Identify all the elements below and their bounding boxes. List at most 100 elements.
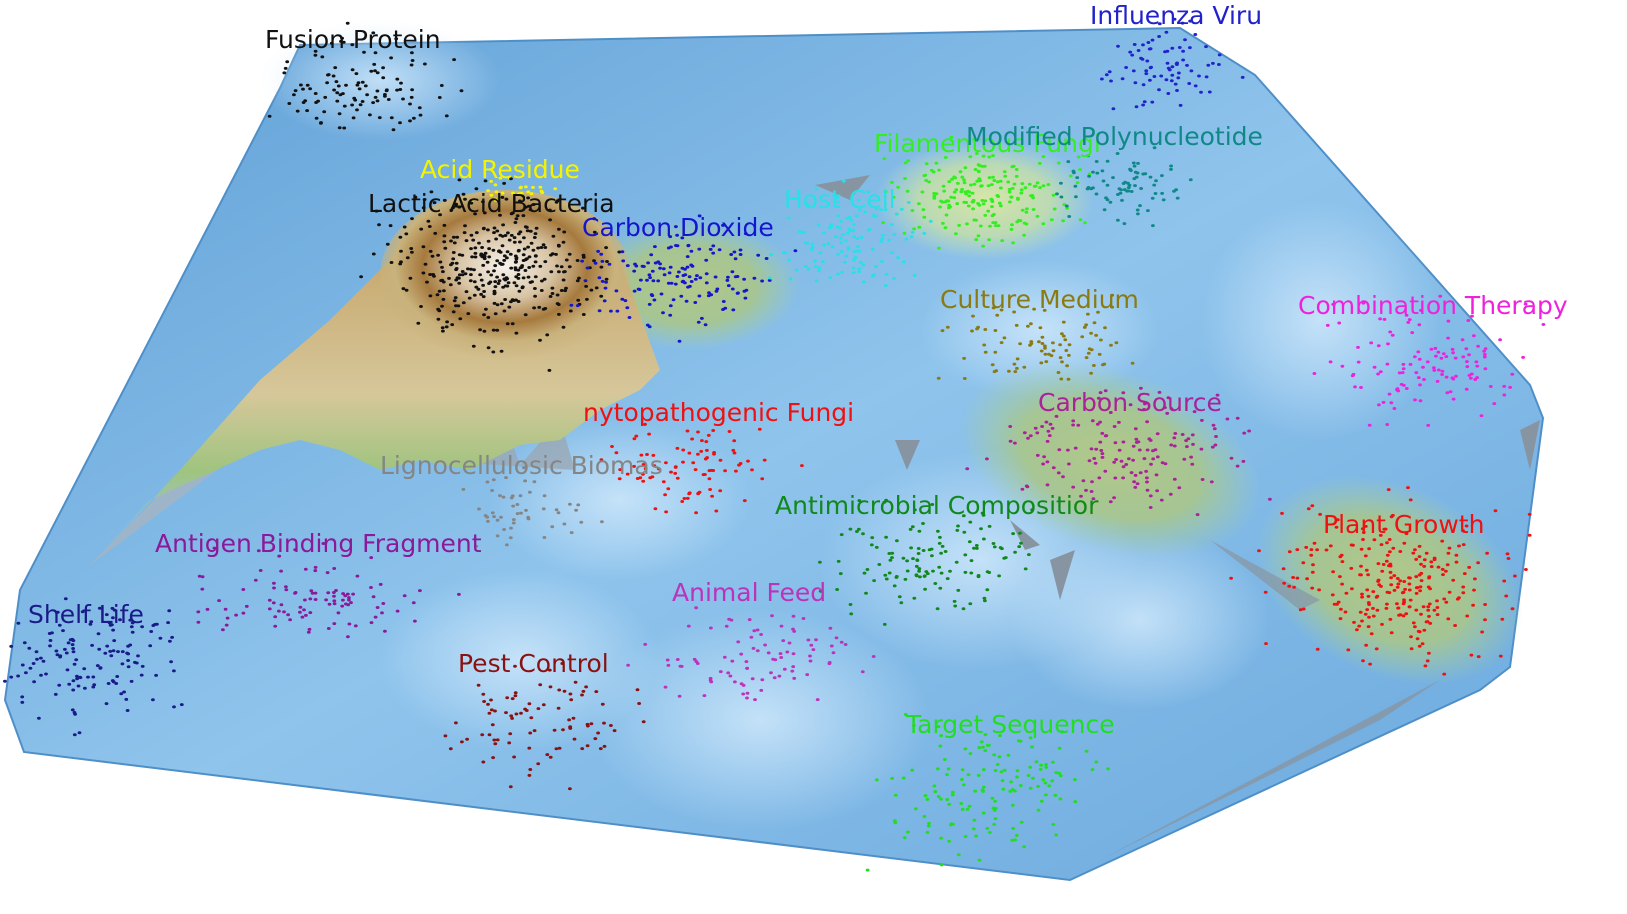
point-carbon-dioxide [583,279,588,283]
point-carbon-source [1142,408,1146,411]
point-antimicrobial-composition [916,552,921,555]
point-lactic-acid-bacteria [433,231,438,235]
point-target-sequence [936,795,941,799]
point-fusion-protein [351,116,356,120]
point-target-sequence [1000,779,1005,783]
point-shelf-life [41,659,46,663]
point-host-cell [899,207,904,211]
point-filamentous-fungi [966,204,971,208]
point-combination-therapy [1400,371,1405,375]
point-pest-control [490,723,495,727]
point-filamentous-fungi [1027,182,1032,186]
point-carbon-dioxide [627,316,632,319]
point-phytopathogenic-fungi [656,467,661,471]
point-antimicrobial-composition [956,524,960,528]
point-plant-growth [1513,574,1517,578]
point-culture-medium [1043,352,1048,356]
point-shelf-life [39,656,43,660]
point-lactic-acid-bacteria [564,258,569,262]
point-modified-polynucleotide [1126,189,1131,193]
point-filamentous-fungi [1009,227,1014,231]
point-culture-medium [1067,343,1072,347]
point-lactic-acid-bacteria [455,235,460,239]
point-carbon-dioxide [730,287,735,291]
point-shelf-life [67,682,72,686]
point-filamentous-fungi [1087,172,1092,176]
point-filamentous-fungi [910,209,915,212]
point-modified-polynucleotide [1135,171,1140,175]
point-carbon-source [1121,391,1126,395]
point-plant-growth [1440,539,1445,543]
point-filamentous-fungi [992,179,997,182]
point-lignocellulosic-biomass [501,495,506,499]
point-plant-growth [1527,512,1532,516]
point-lactic-acid-bacteria [428,294,433,298]
point-influenza-viru [1188,19,1192,23]
point-carbon-dioxide [689,249,694,253]
point-filamentous-fungi [1056,161,1061,165]
point-combination-therapy [1508,385,1512,389]
point-antimicrobial-composition [911,557,915,561]
point-phytopathogenic-fungi [711,429,716,432]
point-lactic-acid-bacteria [401,287,406,291]
point-shelf-life [9,644,14,648]
point-antimicrobial-composition [848,527,853,531]
point-shelf-life [112,608,117,612]
point-culture-medium [1066,377,1071,381]
point-host-cell [835,225,840,229]
point-lactic-acid-bacteria [493,312,498,316]
point-lactic-acid-bacteria [504,276,509,280]
point-animal-feed [808,659,813,663]
point-target-sequence [910,768,915,772]
point-influenza-viru [1177,46,1182,49]
point-pest-control [584,685,588,689]
point-combination-therapy [1395,387,1400,391]
point-lactic-acid-bacteria [472,280,477,284]
point-culture-medium [1084,356,1089,360]
point-influenza-viru [1164,30,1169,34]
hill-carbon-source [959,361,1261,559]
point-carbon-dioxide [743,296,748,300]
point-modified-polynucleotide [1131,161,1136,165]
point-modified-polynucleotide [1115,152,1120,155]
point-lactic-acid-bacteria [492,226,497,230]
point-combination-therapy [1376,344,1381,348]
point-antimicrobial-composition [892,584,897,588]
point-carbon-dioxide [764,257,769,260]
point-shelf-life [74,658,79,662]
point-plant-growth [1417,644,1422,648]
point-shelf-life [172,705,176,709]
point-phytopathogenic-fungi [645,453,649,456]
point-combination-therapy [1367,423,1372,427]
point-animal-feed [718,670,723,674]
point-plant-growth [1374,647,1379,651]
point-pest-control [567,718,571,722]
point-plant-growth [1388,550,1392,554]
point-filamentous-fungi [979,184,984,188]
point-filamentous-fungi [967,190,972,194]
point-plant-growth [1432,558,1437,562]
point-carbon-dioxide [742,277,746,281]
point-carbon-dioxide [642,265,646,268]
point-shelf-life [70,708,75,712]
point-carbon-dioxide [603,286,608,290]
point-lactic-acid-bacteria [557,270,561,274]
point-combination-therapy [1350,374,1355,378]
label-host-cell: Host Cell [784,185,896,214]
point-animal-feed [781,639,786,643]
point-carbon-dioxide [620,250,625,254]
point-lactic-acid-bacteria [482,313,486,317]
point-fusion-protein [439,84,444,87]
point-plant-growth [1428,621,1433,625]
point-combination-therapy [1390,333,1395,337]
point-filamentous-fungi [980,199,985,202]
point-lactic-acid-bacteria [594,286,599,290]
point-host-cell [847,215,852,219]
point-lactic-acid-bacteria [463,272,468,276]
point-filamentous-fungi [1083,221,1087,225]
point-lactic-acid-bacteria [473,212,477,216]
point-culture-medium [999,308,1004,312]
point-plant-growth [1411,551,1416,555]
point-plant-growth [1406,486,1410,490]
point-shelf-life [128,618,133,622]
